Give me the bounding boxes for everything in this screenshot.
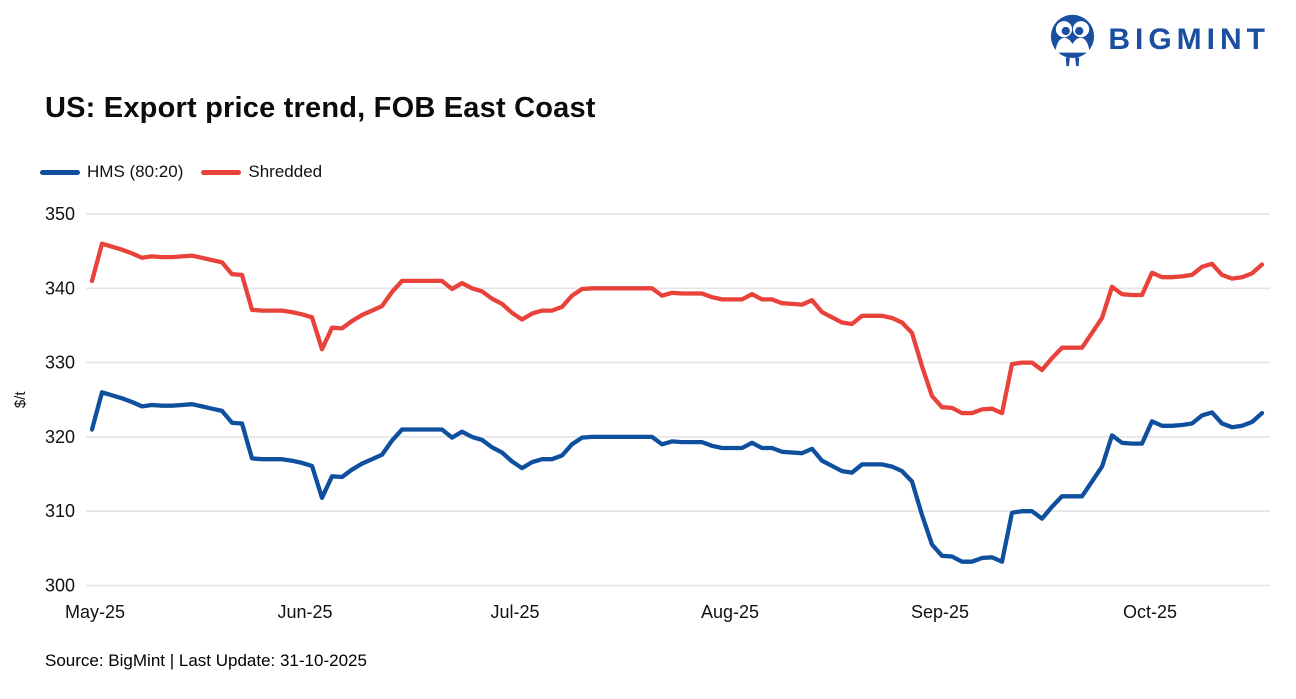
x-tick-label-oct-25: Oct-25 (1123, 602, 1177, 622)
legend-label-hms: HMS (80:20) (87, 162, 184, 181)
y-axis-label: $/t (12, 391, 29, 409)
legend-item-hms: HMS (80:20) (40, 162, 183, 182)
legend-label-shredded: Shredded (248, 162, 323, 181)
x-tick-label-may-25: May-25 (65, 602, 125, 622)
y-tick-label-330: 330 (45, 353, 75, 373)
x-tick-label-jul-25: Jul-25 (490, 602, 539, 622)
hms-80-20-line (89, 390, 1265, 564)
x-tick-label-sep-25: Sep-25 (911, 602, 969, 622)
price-trend-line-chart: 300 310 320 330 340 350 May-25 Jun-25 Jul-25 Aug-… (12, 205, 1270, 622)
y-tick-label-350: 350 (45, 205, 75, 224)
source-note: Source: BigMint | Last Update: 31-10-202… (45, 651, 367, 670)
y-tick-label-320: 320 (45, 427, 75, 447)
x-tick-label-jun-25: Jun-25 (277, 602, 332, 622)
bigmint-logo-icon (1051, 14, 1095, 67)
y-tick-label-300: 300 (45, 576, 75, 596)
shredded-line-swatch (201, 169, 242, 175)
hms-line-swatch (40, 169, 80, 175)
x-tick-label-aug-25: Aug-25 (701, 602, 759, 622)
page-title: US: Export price trend, FOB East Coast (45, 92, 596, 124)
legend-item-shredded: Shredded (201, 162, 322, 182)
bigmint-logo-text: BIGMINT (1108, 23, 1270, 56)
y-tick-label-310: 310 (45, 501, 75, 521)
shredded-line (89, 241, 1265, 416)
bigmint-logo: BIGMINT (1049, 13, 1270, 67)
chart-legend: HMS (80:20) Shredded (40, 162, 322, 182)
y-tick-label-340: 340 (45, 278, 75, 298)
